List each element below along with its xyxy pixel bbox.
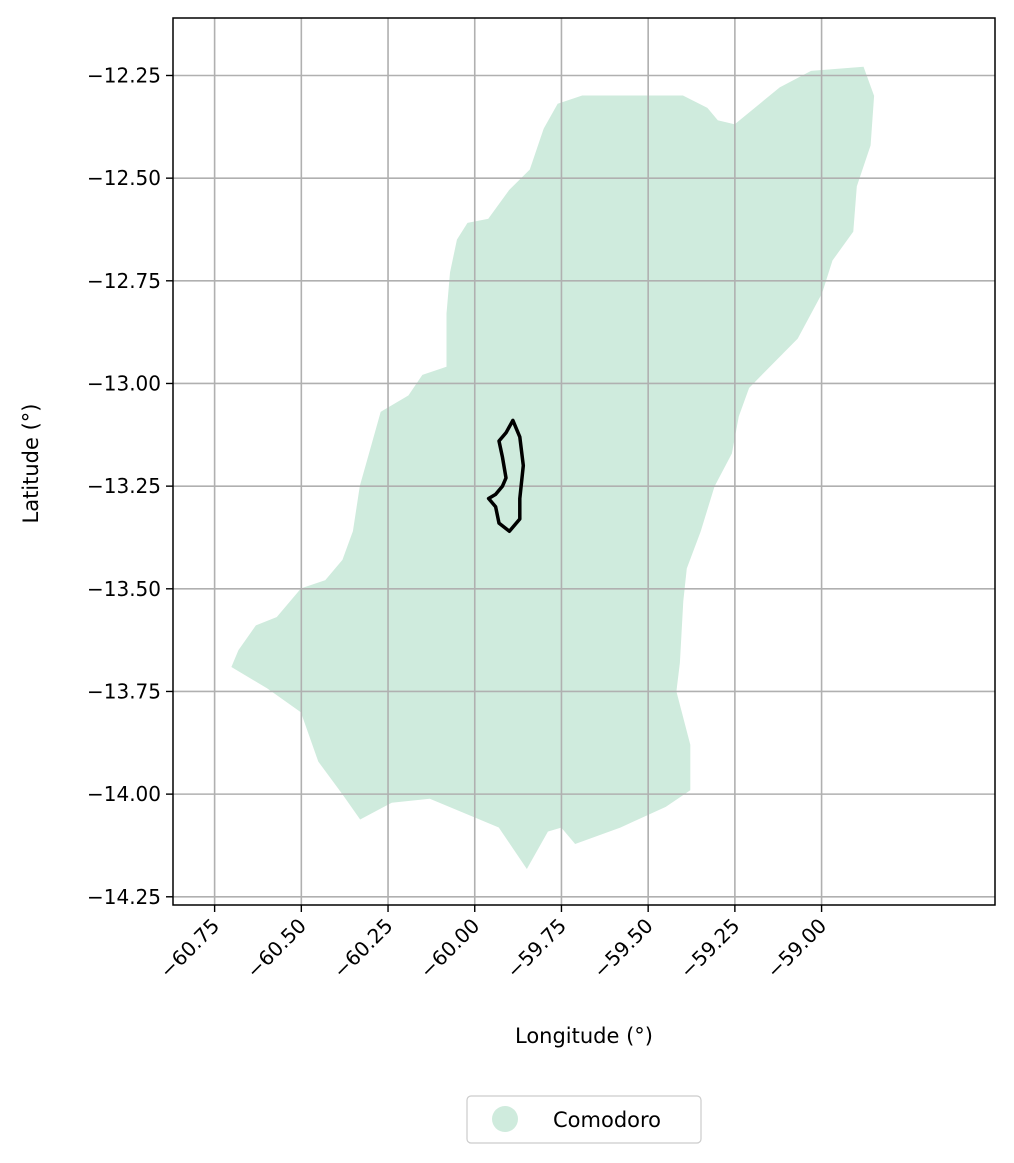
plot-area <box>172 17 996 906</box>
y-tick-label: −13.50 <box>87 577 161 601</box>
y-tick-label: −14.25 <box>87 885 161 909</box>
y-tick-label: −12.25 <box>87 63 161 87</box>
legend: Comodoro <box>466 1095 702 1144</box>
y-tick-label: −12.75 <box>87 269 161 293</box>
y-tick-label: −13.00 <box>87 371 161 395</box>
legend-box <box>466 1095 702 1144</box>
region-layer <box>231 66 875 869</box>
y-tick-label: −13.75 <box>87 679 161 703</box>
x-axis-label: Longitude (°) <box>515 1024 653 1048</box>
highlight-outline <box>486 418 526 534</box>
region-comodoro <box>231 66 875 869</box>
highlight-layer <box>486 418 526 534</box>
plot-frame <box>172 17 996 906</box>
y-axis-label: Latitude (°) <box>19 404 43 524</box>
y-axis: −12.25 −12.50 −12.75 −13.00 −13.25 −13.50 −13.… <box>87 63 173 909</box>
legend-label-comodoro: Comodoro <box>553 1108 661 1132</box>
legend-marker-comodoro <box>492 1106 518 1132</box>
grid-layer <box>173 18 995 905</box>
y-tick-label: −12.50 <box>87 166 161 190</box>
y-tick-label: −14.00 <box>87 782 161 806</box>
y-tick-label: −13.25 <box>87 474 161 498</box>
